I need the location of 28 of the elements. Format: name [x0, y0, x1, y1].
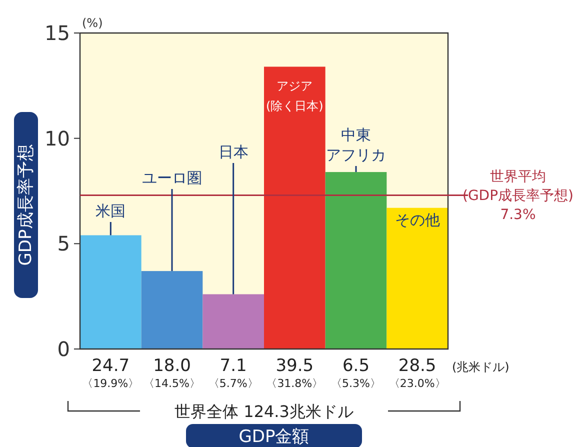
x-tick-label: 24.7 〈19.9%〉: [82, 356, 140, 390]
annotation: その他: [394, 211, 440, 229]
bar: [141, 271, 203, 349]
y-tick-label: 0: [57, 337, 70, 361]
x-tick-label: 7.1 〈5.7%〉: [208, 356, 258, 390]
annotation: 米国: [96, 202, 126, 220]
annotation: 中東アフリカ: [326, 126, 386, 164]
annotation: ユーロ圏: [142, 169, 202, 187]
x-tick-label: 6.5 〈5.3%〉: [331, 356, 381, 390]
x-tick-label: 39.5 〈31.8%〉: [266, 356, 324, 390]
annotation: アジア(除く日本): [266, 79, 324, 113]
y-tick-label: 5: [57, 232, 70, 256]
y-tick-label: 10: [44, 126, 70, 150]
bar: [202, 294, 264, 349]
ref-line-label: 世界平均 (GDP成長率予想) 7.3%: [462, 169, 574, 224]
bar: [80, 235, 142, 349]
annotation: 日本: [218, 143, 248, 161]
bar: [264, 66, 326, 349]
x-axis-title: GDP金額: [238, 427, 310, 447]
x-tick-label: 18.0 〈14.5%〉: [144, 356, 200, 390]
text: 世界全体 124.3兆米ドル: [174, 402, 354, 421]
text: (兆米ドル): [452, 360, 510, 374]
text: (%): [82, 16, 103, 30]
y-tick-label: 15: [44, 21, 70, 45]
bar: [386, 208, 448, 349]
y-axis-title: GDP成長率予想: [16, 144, 36, 266]
bar: [325, 172, 387, 349]
x-tick-label: 28.5 〈23.0%〉: [388, 356, 446, 390]
